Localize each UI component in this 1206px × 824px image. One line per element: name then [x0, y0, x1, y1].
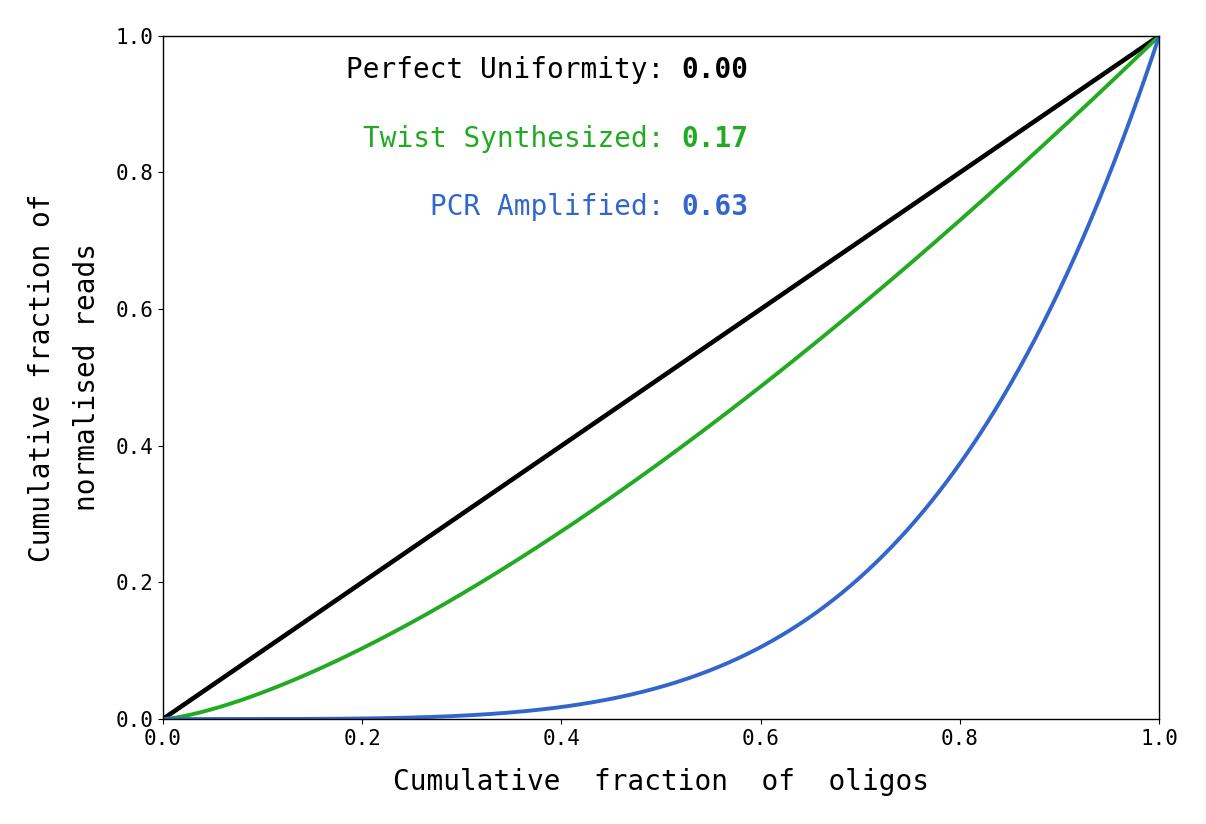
Text: PCR Amplified:: PCR Amplified: [363, 193, 681, 221]
X-axis label: Cumulative  fraction  of  oligos: Cumulative fraction of oligos [393, 768, 929, 796]
Text: 0.00: 0.00 [681, 56, 748, 84]
Text: 0.63: 0.63 [681, 193, 748, 221]
Text: 0.17: 0.17 [681, 124, 748, 152]
Y-axis label: Cumulative fraction of
normalised reads: Cumulative fraction of normalised reads [28, 193, 101, 562]
Text: Twist Synthesized:: Twist Synthesized: [363, 124, 681, 152]
Text: Perfect Uniformity:: Perfect Uniformity: [346, 56, 681, 84]
